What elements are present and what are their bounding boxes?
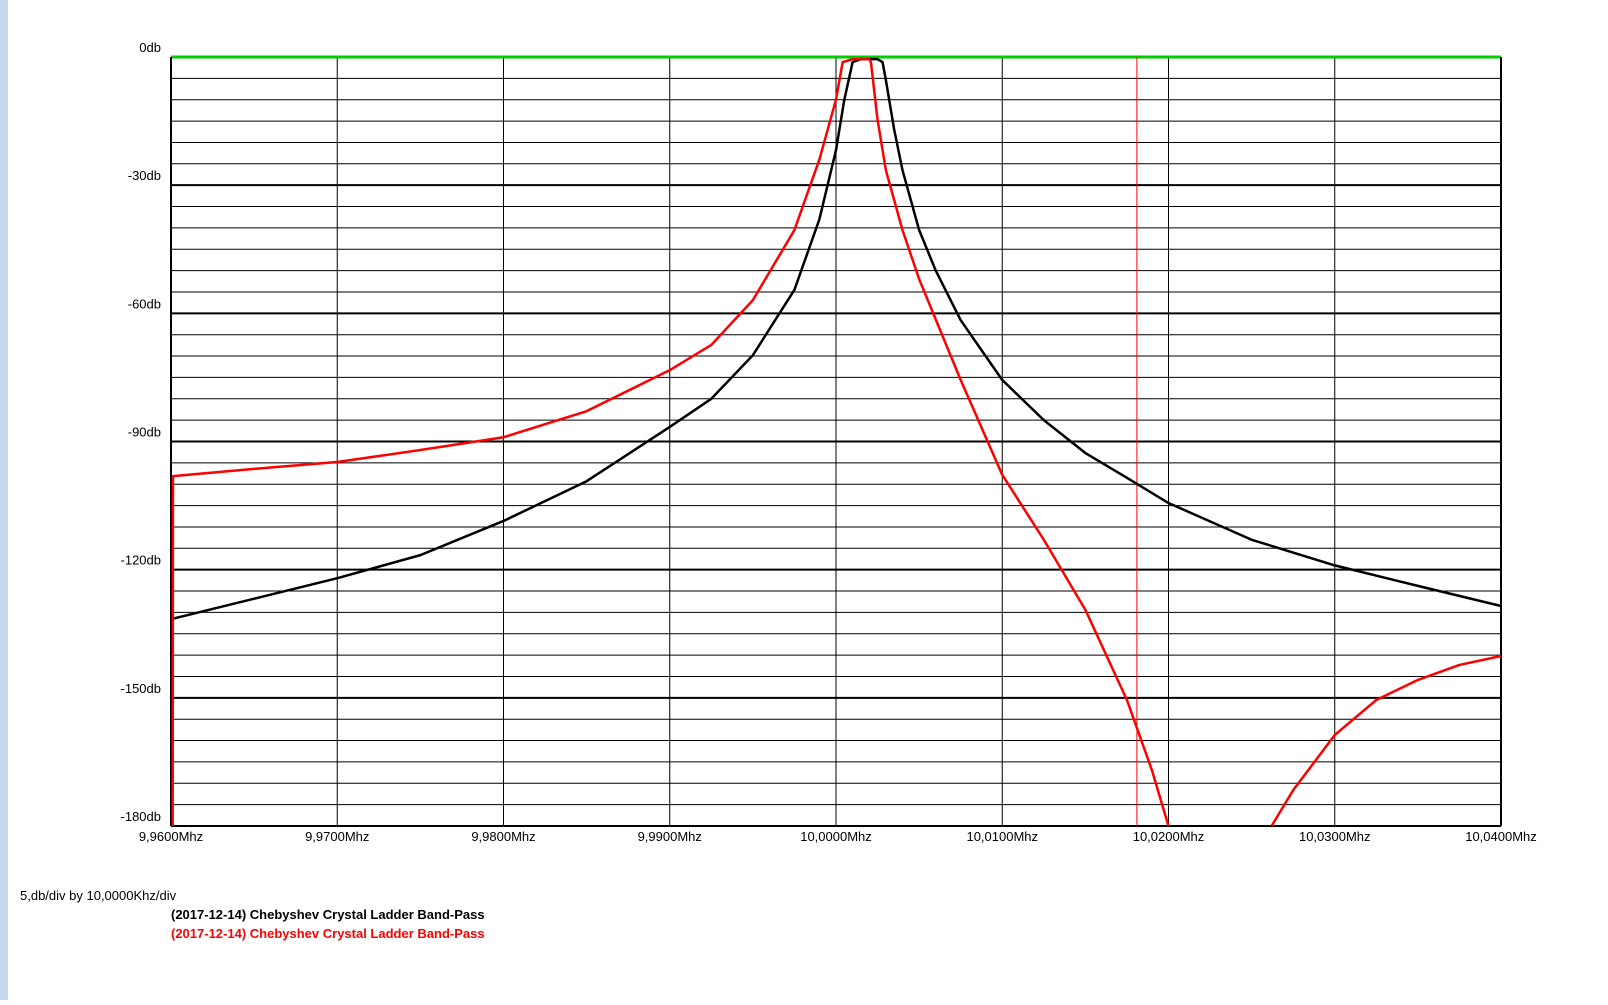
x-tick-label: 9,9700Mhz (305, 829, 369, 844)
x-tick-label: 9,9800Mhz (471, 829, 535, 844)
x-tick-label: 9,9900Mhz (638, 829, 702, 844)
y-tick-label: -60db (128, 296, 161, 311)
series-line (171, 57, 1502, 621)
plot (171, 57, 1502, 827)
y-tick-label: 0db (139, 40, 161, 55)
x-tick-label: 10,0300Mhz (1299, 829, 1371, 844)
x-tick-label: 10,0400Mhz (1465, 829, 1537, 844)
y-tick-label: -150db (121, 681, 161, 696)
y-tick-label: -180db (121, 809, 161, 824)
footer: 5,db/div by 10,0000Khz/div (20, 888, 177, 903)
x-tick-label: 10,0100Mhz (966, 829, 1038, 844)
y-tick-label: -30db (128, 168, 161, 183)
y-tick-label: -90db (128, 425, 161, 440)
window-edge (0, 0, 8, 1000)
x-tick-label: 10,0000Mhz (800, 829, 872, 844)
y-tick-label: -120db (121, 553, 161, 568)
series-line (171, 57, 1502, 827)
x-tick-label: 9,9600Mhz (139, 829, 203, 844)
x-tick-label: 10,0200Mhz (1133, 829, 1205, 844)
legend-entry: (2017-12-14) Chebyshev Crystal Ladder Ba… (171, 926, 485, 941)
legend-entry: (2017-12-14) Chebyshev Crystal Ladder Ba… (171, 907, 485, 922)
